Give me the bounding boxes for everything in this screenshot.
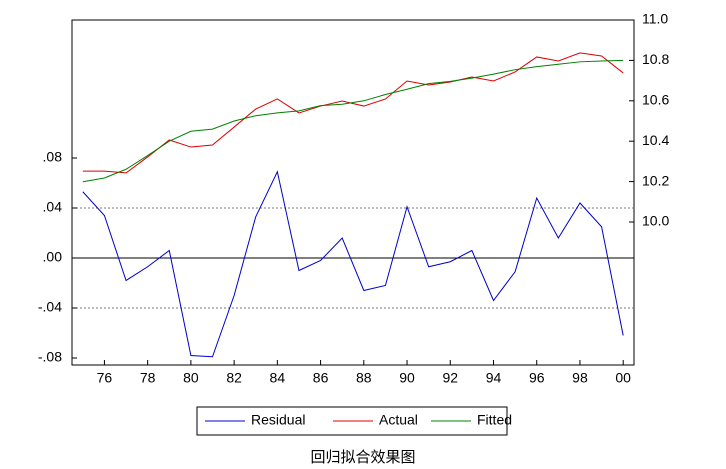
x-tick-label: 82: [226, 370, 242, 386]
y2-tick-label: 10.6: [642, 91, 669, 107]
y2-tick-label: 11.0: [642, 11, 668, 27]
y-tick-label: .04: [43, 199, 63, 215]
legend-label: Actual: [379, 412, 418, 428]
x-tick-label: 90: [399, 370, 415, 386]
legend-label: Residual: [251, 412, 305, 428]
x-tick-label: 94: [486, 370, 502, 386]
x-tick-label: 00: [615, 370, 631, 386]
series-line: [82, 52, 624, 174]
y-tick-label: .00: [43, 249, 63, 265]
x-tick-label: 96: [529, 370, 545, 386]
x-tick-label: 86: [313, 370, 329, 386]
plot-frame: [71, 19, 635, 366]
y-tick-label: -.08: [38, 349, 62, 365]
y-tick-label: .08: [43, 149, 63, 165]
x-tick-label: 98: [572, 370, 588, 386]
y2-tick-label: 10.0: [642, 213, 669, 229]
y2-tick-label: 10.4: [642, 132, 669, 148]
y-tick-label: -.04: [38, 299, 62, 315]
y2-tick-label: 10.2: [642, 172, 669, 188]
x-tick-label: 88: [356, 370, 372, 386]
legend-label: Fitted: [477, 412, 512, 428]
x-tick-label: 76: [97, 370, 113, 386]
x-tick-label: 80: [183, 370, 199, 386]
x-tick-label: 84: [270, 370, 286, 386]
series-line: [82, 170, 624, 358]
y2-tick-label: 10.8: [642, 51, 669, 67]
series-line: [82, 59, 624, 183]
x-tick-label: 78: [140, 370, 156, 386]
caption: 回归拟合效果图: [310, 449, 415, 466]
x-tick-label: 92: [442, 370, 458, 386]
